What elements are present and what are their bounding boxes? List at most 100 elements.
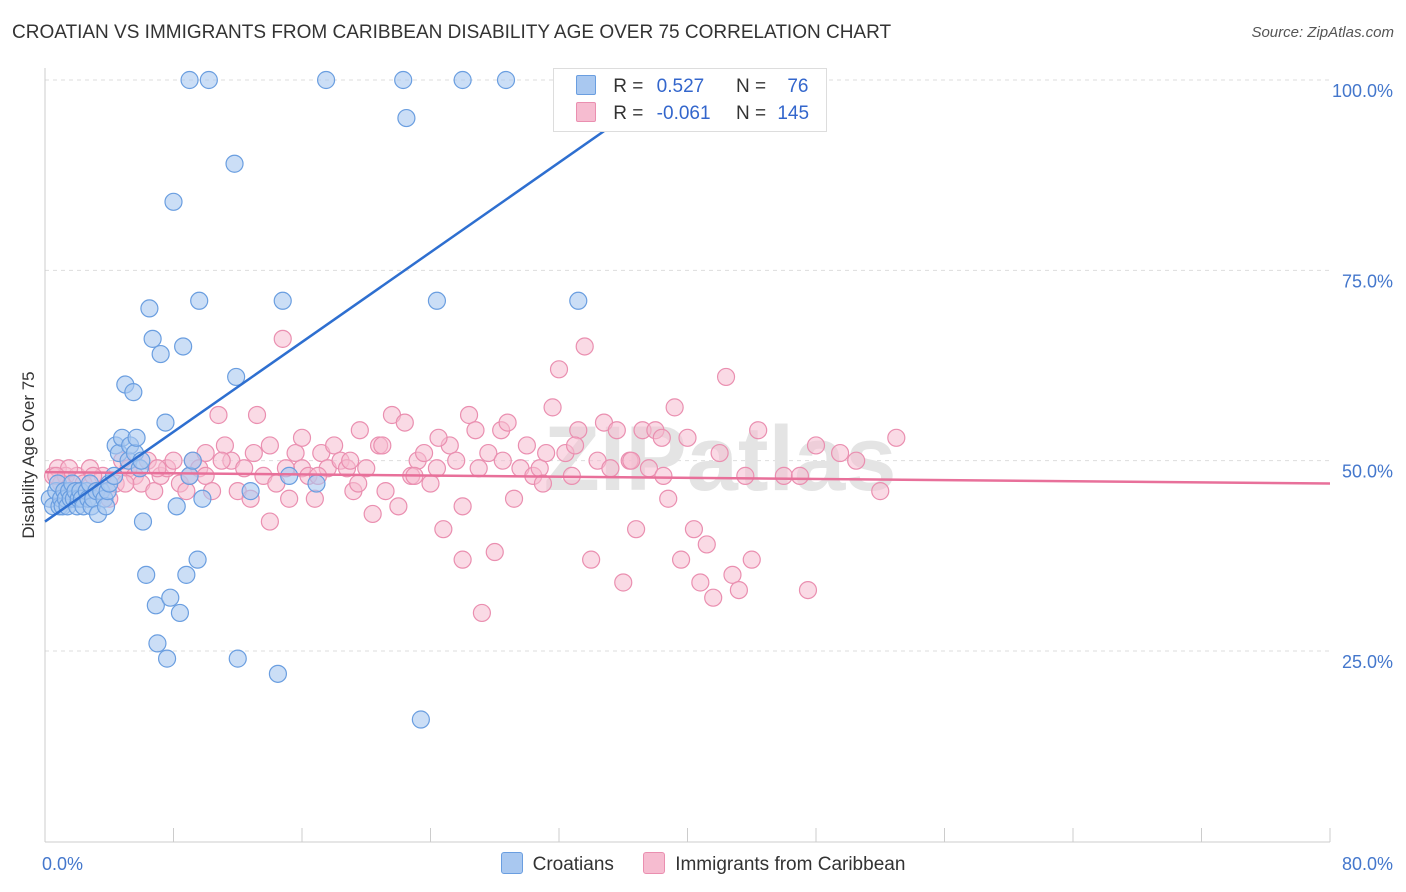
croatians-point: [280, 466, 299, 485]
caribbean-point: [325, 436, 344, 455]
y-tick-label: 100.0%: [1332, 81, 1393, 101]
croatians-point: [394, 70, 413, 90]
caribbean-point: [453, 497, 472, 516]
legend-swatch-blue: [500, 852, 523, 874]
croatians-point: [273, 291, 292, 310]
croatians-point: [177, 565, 196, 584]
caribbean-point: [517, 436, 536, 455]
caribbean-point: [260, 512, 279, 531]
caribbean-point: [790, 466, 810, 485]
caribbean-point: [543, 398, 562, 417]
croatians-point: [133, 512, 153, 531]
croatians-point: [188, 550, 207, 569]
caribbean-point: [459, 405, 479, 425]
axes: [44, 68, 1331, 843]
croatians-point: [190, 291, 209, 310]
y-tick-label: 75.0%: [1342, 271, 1393, 291]
caribbean-point: [697, 535, 716, 554]
legend-n-value: 145: [777, 103, 810, 124]
caribbean-point: [280, 489, 299, 508]
caribbean-point: [871, 482, 890, 501]
caribbean-point: [569, 421, 588, 440]
croatians-point: [183, 451, 202, 470]
legend-r-label: R =: [613, 76, 644, 97]
legend-swatch-pink: [576, 102, 596, 122]
croatians-point: [174, 337, 193, 356]
croatians-point: [96, 497, 116, 516]
legend-r-value: 0.527: [656, 76, 705, 97]
x-tick-label: 80.0%: [1342, 854, 1393, 874]
caribbean-point: [292, 428, 312, 447]
trend-lines: [44, 94, 1331, 523]
caribbean-point: [469, 459, 488, 478]
croatians-point: [180, 70, 199, 90]
source-label: Source: ZipAtlas.com: [1251, 24, 1394, 41]
caribbean-point: [575, 337, 594, 356]
caribbean-point: [493, 451, 512, 470]
croatians-point: [199, 70, 218, 90]
caribbean-point: [363, 504, 382, 524]
croatians-point: [164, 192, 183, 211]
croatians-point: [193, 489, 212, 508]
croatians-point: [167, 497, 186, 516]
croatians-point: [268, 664, 288, 683]
croatians-point: [397, 108, 416, 128]
y-tick-labels: 25.0% 50.0% 75.0% 100.0%: [1332, 81, 1393, 672]
legend-item-croatians: Croatians: [500, 852, 614, 876]
croatians-point: [180, 466, 199, 485]
caribbean-point: [244, 443, 263, 463]
caribbean-point: [164, 451, 183, 470]
caribbean-point: [607, 421, 626, 440]
caribbean-point: [485, 542, 504, 562]
croatians-point: [227, 367, 246, 387]
croatians-point: [143, 329, 162, 348]
croatians-point: [127, 428, 146, 447]
caribbean-point: [260, 436, 279, 455]
caribbean-point: [847, 451, 866, 470]
caribbean-point: [678, 428, 697, 447]
croatians-point: [148, 634, 167, 653]
croatians-point: [124, 383, 143, 402]
caribbean-point: [710, 443, 729, 463]
caribbean-point: [389, 497, 408, 516]
caribbean-point: [654, 466, 673, 485]
croatians-point: [156, 413, 175, 432]
croatians-point: [146, 596, 165, 615]
caribbean-point: [887, 428, 906, 447]
croatians-point: [170, 603, 190, 623]
legend-n-label: N =: [735, 103, 767, 124]
caribbean-point: [729, 580, 749, 600]
caribbean-point: [376, 482, 395, 501]
caribbean-point: [305, 489, 324, 508]
croatians-point: [228, 649, 247, 668]
caribbean-point: [549, 360, 569, 379]
caribbean-point: [530, 459, 549, 478]
legend-label-caribbean: Immigrants from Caribbean: [675, 854, 906, 875]
chart-title: CROATIAN VS IMMIGRANTS FROM CARIBBEAN DI…: [12, 22, 892, 43]
y-axis-label: Disability Age Over 75: [19, 371, 38, 538]
caribbean-point: [349, 474, 368, 493]
caribbean-point: [472, 603, 491, 623]
caribbean-point: [209, 405, 228, 425]
caribbean-point: [716, 367, 736, 387]
caribbean-point: [215, 436, 234, 455]
caribbean-point: [565, 436, 585, 455]
caribbean-point: [429, 428, 448, 447]
caribbean-point: [414, 443, 434, 463]
caribbean-point: [614, 573, 633, 592]
caribbean-point: [421, 474, 440, 493]
caribbean-point: [601, 459, 620, 478]
croatians-point: [137, 565, 156, 584]
caribbean-point: [434, 520, 453, 539]
caribbean-point: [723, 565, 742, 584]
caribbean-point: [498, 413, 517, 432]
croatians-point: [427, 291, 447, 310]
series-croatians-points: [40, 70, 609, 729]
legend-r-label: R =: [613, 103, 644, 124]
caribbean-point: [341, 451, 360, 470]
croatians-point: [307, 474, 326, 493]
caribbean-point: [671, 550, 691, 569]
caribbean-point: [177, 482, 196, 501]
caribbean-point: [447, 451, 466, 470]
